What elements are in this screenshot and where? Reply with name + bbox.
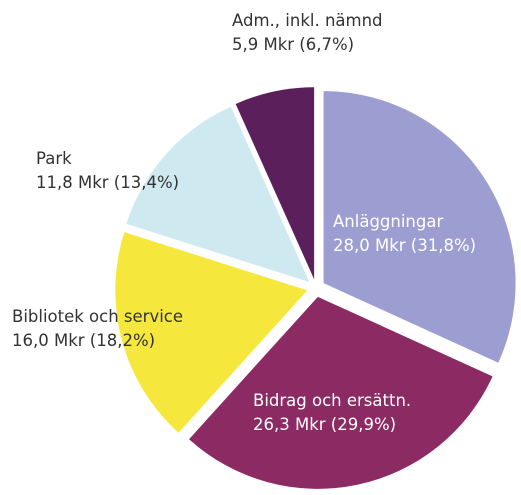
- slice-label: Bibliotek och service: [12, 307, 183, 326]
- slice-value-label: 5,9 Mkr (6,7%): [232, 35, 354, 54]
- slice-value-label: 28,0 Mkr (31,8%): [333, 236, 476, 255]
- pie-slice: [115, 232, 308, 433]
- pie-slice: [126, 106, 310, 283]
- pie-slice: [235, 87, 315, 280]
- slice-label: Bidrag och ersättn.: [253, 391, 411, 410]
- pie-slice: [189, 296, 493, 489]
- pie-slice: [323, 91, 516, 363]
- slice-value-label: 11,8 Mkr (13,4%): [36, 173, 179, 192]
- slice-value-label: 26,3 Mkr (29,9%): [253, 415, 396, 434]
- slice-label: Park: [36, 149, 72, 168]
- slice-value-label: 16,0 Mkr (18,2%): [12, 331, 155, 350]
- slice-label: Anläggningar: [333, 212, 443, 231]
- slice-label: Adm., inkl. nämnd: [232, 11, 383, 30]
